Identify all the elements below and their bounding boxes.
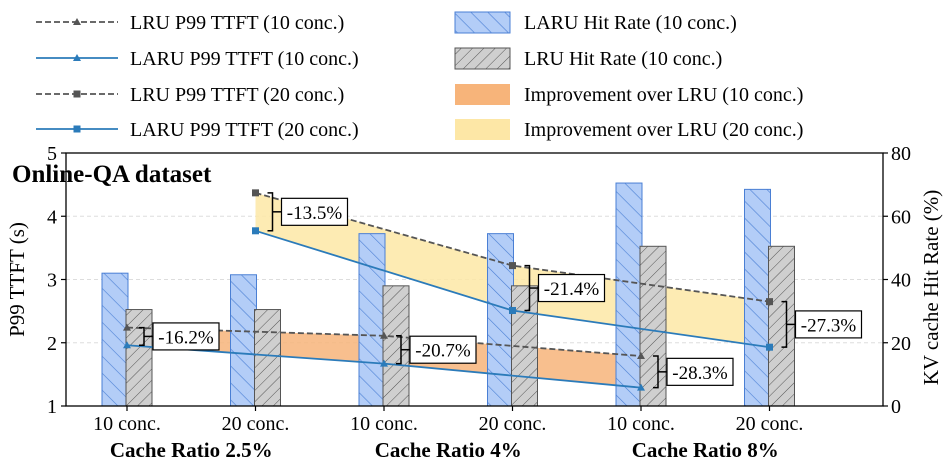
annotation-box (794, 310, 863, 339)
y-right-axis-label: KV cache Hit Rate (%) (919, 190, 943, 386)
x-tick-label: 20 conc. (222, 413, 290, 435)
point-lru-p99-ttft-10-conc (123, 323, 131, 331)
y-left-tick-label: 5 (47, 143, 57, 165)
legend-swatch-laru-hit-rate-10-conc (454, 11, 511, 34)
annotation-box (152, 322, 220, 351)
annotation-label: -28.3% (672, 363, 728, 384)
y-right-tick-label: 80 (891, 143, 911, 165)
x-tick-label: 10 conc. (93, 413, 161, 435)
point-laru-p99-ttft-20-conc (766, 343, 773, 351)
point-laru-p99-ttft-20-conc (252, 227, 259, 235)
y-left-axis-label: P99 TTFT (s) (5, 222, 29, 337)
point-laru-p99-ttft-10-conc (380, 359, 388, 367)
point-laru-p99-ttft-20-conc (509, 306, 516, 314)
bar-lru-hit-rate-10-conc (382, 285, 410, 407)
group-label: Cache Ratio 2.5% (110, 438, 273, 462)
legend-label: LRU P99 TTFT (10 conc.) (130, 12, 344, 34)
annotation-box (666, 357, 734, 386)
annotations: -16.2% -13.5% -20.7% -21.4% -28.3% -27.3% (139, 192, 863, 389)
legend-label: LARU Hit Rate (10 conc.) (524, 12, 737, 34)
bar-laru-hit-rate-10-conc (358, 233, 386, 407)
bar-lru-hit-rate-10-conc (254, 309, 281, 407)
legend-label: LRU Hit Rate (10 conc.) (524, 48, 722, 70)
y-right-tick-label: 0 (891, 396, 901, 418)
group-label: Cache Ratio 8% (632, 438, 779, 462)
legend-marker-laru-p99-ttft-10-conc (73, 54, 81, 61)
bar-laru-hit-rate-10-conc (230, 274, 257, 407)
annotation-box (409, 335, 477, 364)
legend-label: LARU P99 TTFT (20 conc.) (130, 119, 359, 141)
x-tick-label: 10 conc. (607, 413, 675, 435)
bar-lru-hit-rate-10-conc (768, 245, 795, 407)
y-right-tick-label: 60 (891, 206, 911, 228)
point-lru-p99-ttft-20-conc (766, 298, 773, 306)
bar-laru-hit-rate-10-conc (101, 272, 129, 407)
y-left-tick-label: 3 (47, 270, 57, 292)
bar-laru-hit-rate-10-conc (615, 182, 643, 407)
legend-swatch-lru-hit-rate-10-conc (454, 47, 511, 70)
legend-marker-lru-p99-ttft-10-conc (73, 18, 81, 25)
legend-marker-lru-p99-ttft-20-conc (73, 90, 81, 98)
legend-marker-laru-p99-ttft-20-conc (73, 125, 81, 133)
chart-title: Online-QA dataset (12, 161, 212, 188)
point-lru-p99-ttft-20-conc (509, 262, 516, 270)
hit-rate-bars (101, 182, 795, 407)
annotation-label: -21.4% (544, 279, 600, 300)
bar-laru-hit-rate-10-conc (744, 188, 771, 407)
legend-label: Improvement over LRU (10 conc.) (524, 84, 803, 106)
y-right-tick-label: 40 (891, 270, 911, 292)
legend: LRU P99 TTFT (10 conc.) LARU P99 TTFT (10… (36, 11, 803, 141)
legend-swatch-improvement-over-lru-20-conc (455, 119, 510, 140)
y-left-tick-label: 4 (47, 206, 57, 228)
legend-label: LARU P99 TTFT (10 conc.) (130, 48, 359, 70)
point-lru-p99-ttft-10-conc (380, 331, 388, 339)
y-left-tick-label: 2 (47, 333, 57, 355)
x-tick-label: 10 conc. (350, 413, 418, 435)
y-right-tick-label: 20 (891, 333, 911, 355)
point-lru-p99-ttft-20-conc (252, 189, 259, 197)
bar-lru-hit-rate-10-conc (639, 245, 667, 407)
point-laru-p99-ttft-10-conc (637, 383, 645, 391)
y-left-tick-label: 1 (47, 396, 57, 418)
annotation-label: -16.2% (158, 327, 214, 348)
axes: 1 2 3 4 5 0 20 40 60 80 P99 TTFT (s) KV cache Hit R… (5, 143, 943, 462)
bar-lru-hit-rate-10-conc (125, 309, 153, 407)
legend-label: LRU P99 TTFT (20 conc.) (130, 84, 344, 106)
point-laru-p99-ttft-10-conc (123, 341, 131, 349)
annotation-label: -13.5% (287, 203, 343, 224)
x-tick-label: 20 conc. (479, 413, 547, 435)
x-tick-label: 20 conc. (736, 413, 804, 435)
annotation-label: -20.7% (415, 341, 471, 362)
point-lru-p99-ttft-10-conc (637, 352, 645, 360)
legend-swatch-improvement-over-lru-10-conc (455, 84, 510, 105)
annotation-box (537, 273, 606, 303)
legend-label: Improvement over LRU (20 conc.) (524, 119, 803, 141)
group-label: Cache Ratio 4% (375, 438, 522, 462)
annotation-box (280, 197, 349, 226)
annotation-label: -27.3% (801, 315, 857, 336)
